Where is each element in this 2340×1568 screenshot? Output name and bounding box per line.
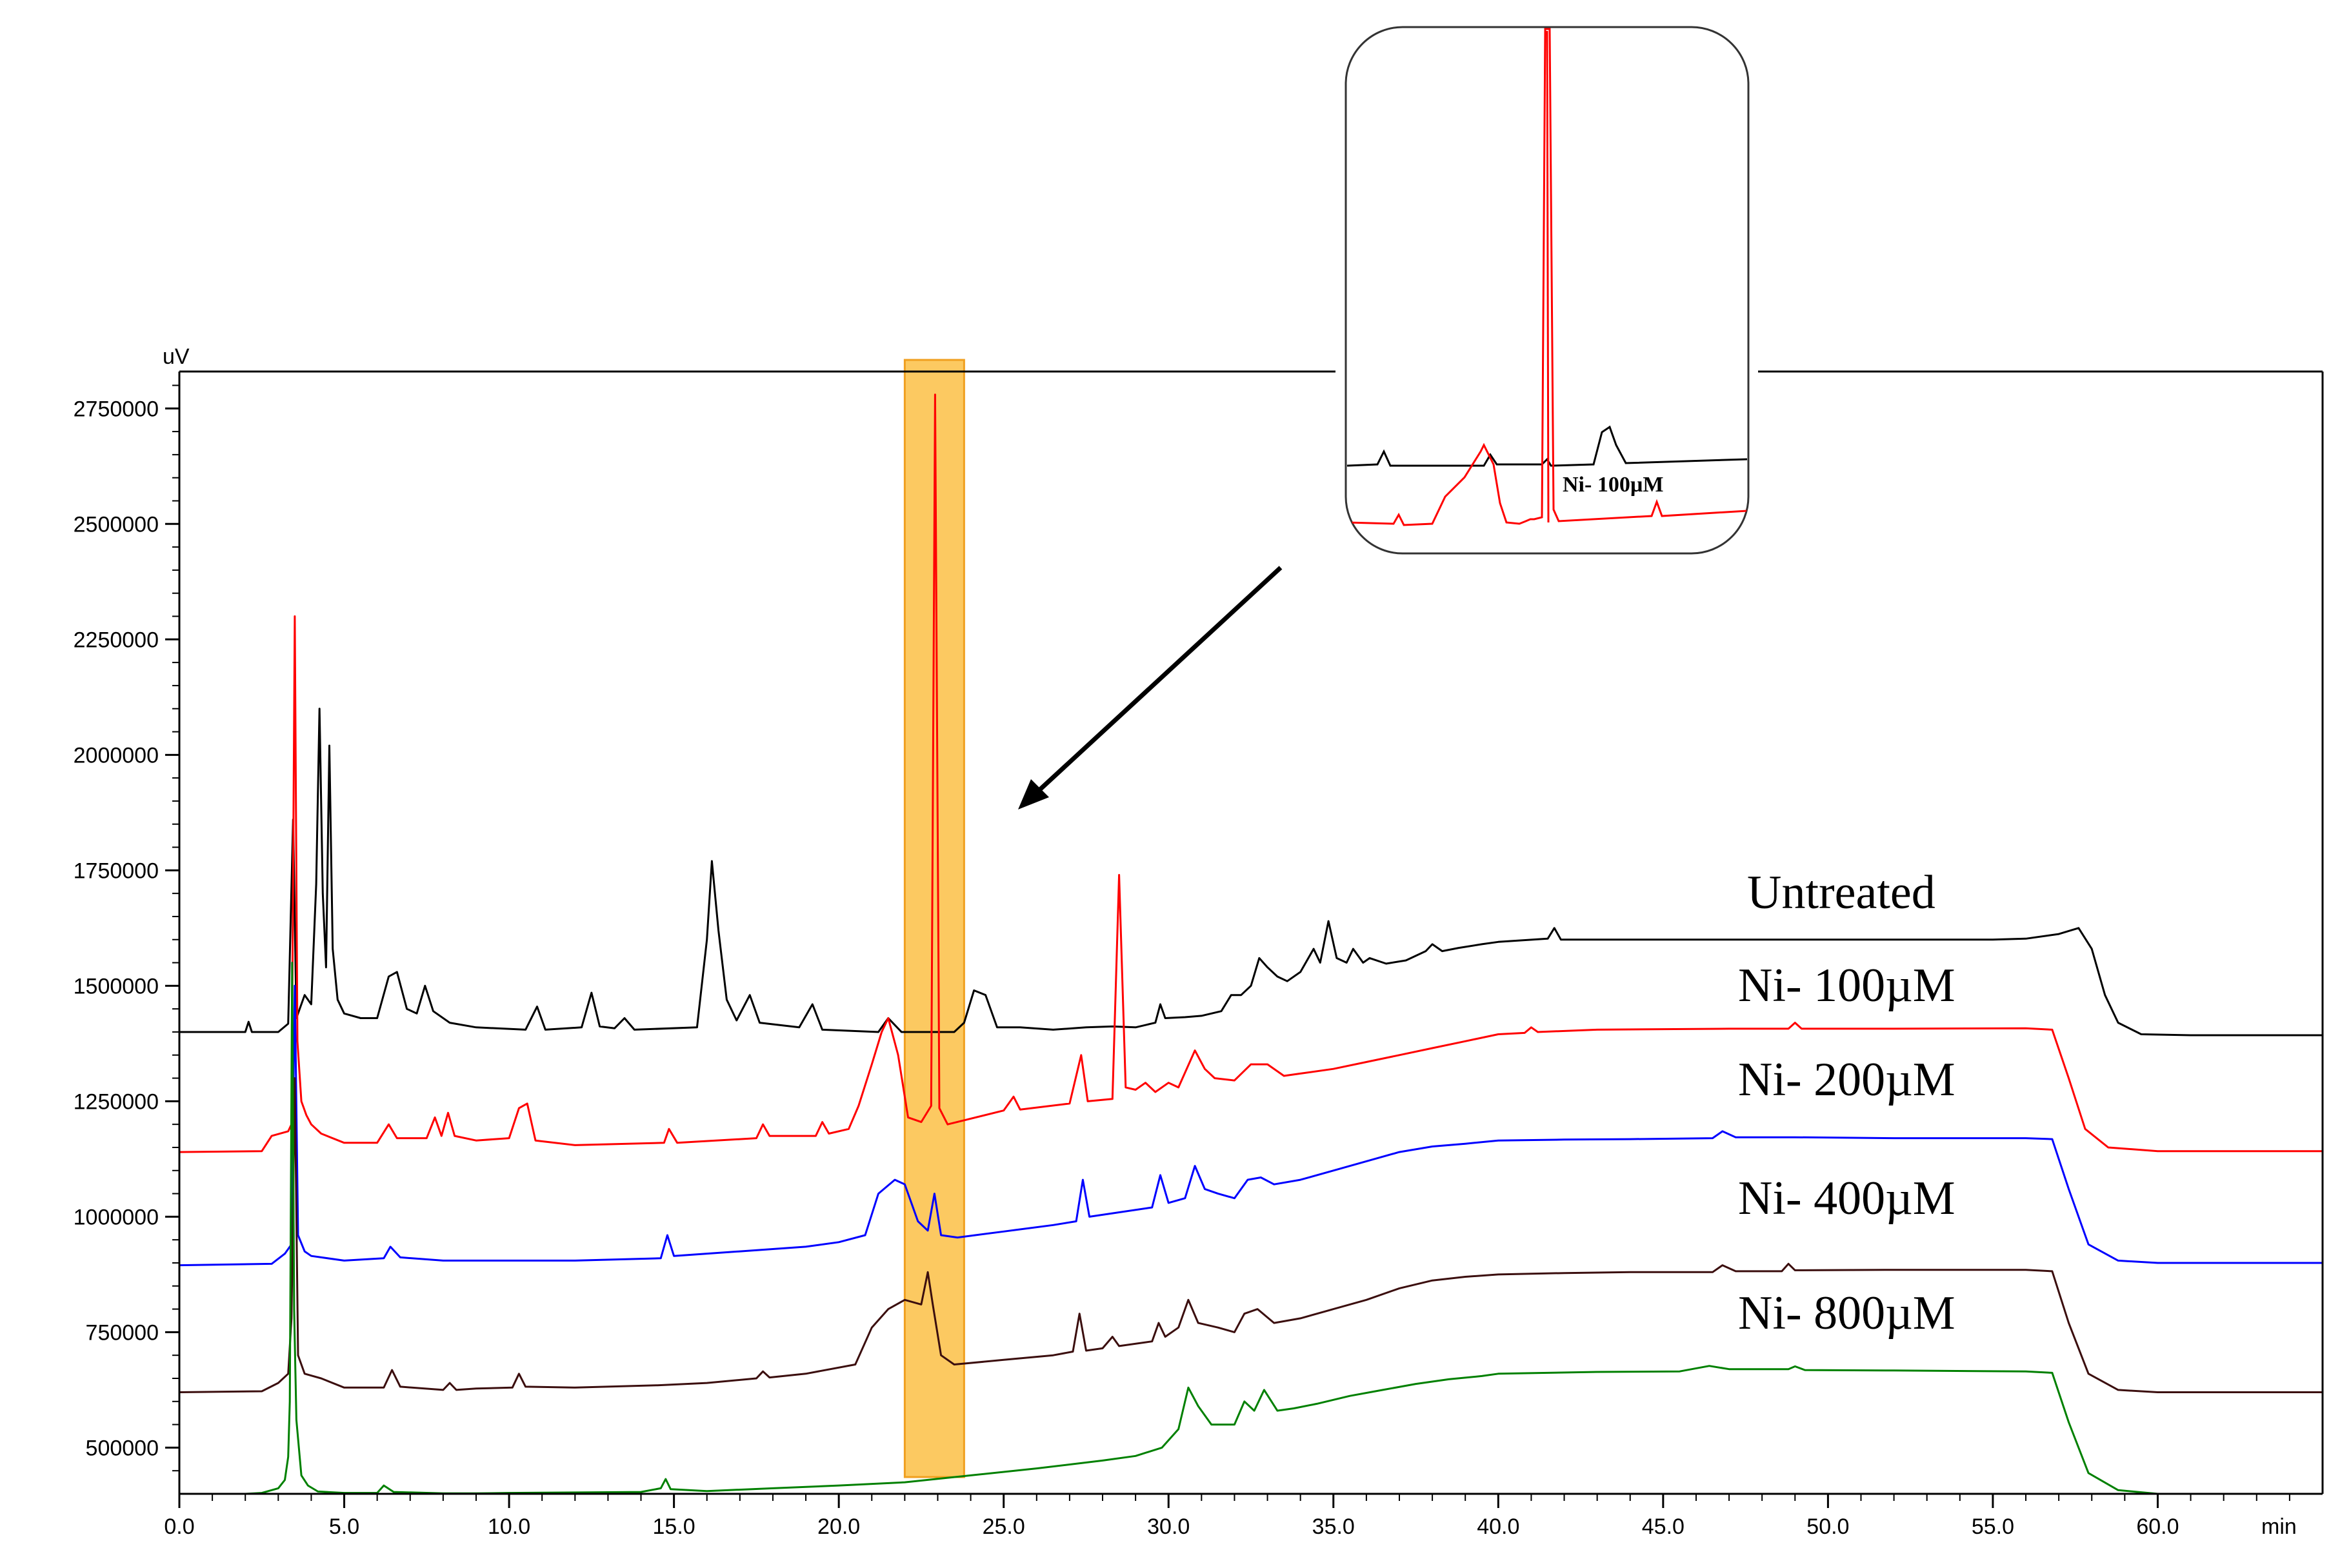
y-axis-unit: uV [163,344,190,369]
trace-0 [179,708,2323,1037]
x-tick-label: 5.0 [329,1514,359,1539]
callout-arrow [1018,566,1283,809]
trace-3 [179,1077,2323,1393]
x-tick-label: 55.0 [1972,1514,2014,1539]
y-tick-label: 750000 [86,1320,159,1345]
inset-untreated-trace [1346,425,1748,467]
x-tick-label: 50.0 [1806,1514,1849,1539]
zoom-inset: Ni- 100µM [1345,26,1750,555]
x-tick-label: 20.0 [817,1514,860,1539]
y-tick-label: 2750000 [74,397,159,421]
inset-ni100-trace-b [1546,30,1550,523]
trace-1 [179,393,2323,1153]
series-label: Ni- 800µM [1738,1287,1955,1340]
trace-4 [179,962,2323,1494]
chromatogram-traces [179,393,2323,1494]
x-tick-label: 45.0 [1642,1514,1685,1539]
plot-frame [178,370,2324,1495]
x-tick-label: 0.0 [164,1514,194,1539]
series-labels: Untreated Ni- 100µM Ni- 200µM Ni- 400µM Ni- … [1738,866,1955,1340]
x-axis-ticks: 0.0 5.0 10.0 15.0 20.0 25.0 30.0 35.0 40.0 45.0 50… [164,1494,2290,1539]
x-tick-label: 30.0 [1147,1514,1190,1539]
series-label: Ni- 200µM [1738,1053,1955,1106]
inset-ni100-trace [1346,28,1748,526]
x-tick-label: 35.0 [1312,1514,1355,1539]
y-tick-label: 2500000 [74,512,159,537]
y-tick-label: 1000000 [74,1205,159,1229]
y-tick-label: 1500000 [74,974,159,998]
y-tick-label: 2000000 [74,743,159,768]
series-label: Ni- 400µM [1738,1172,1955,1225]
y-tick-label: 1750000 [74,858,159,883]
y-tick-label: 1250000 [74,1089,159,1114]
x-tick-label: 15.0 [653,1514,695,1539]
x-axis-unit: min [2261,1514,2297,1539]
series-label: Untreated [1747,866,1935,919]
y-tick-label: 500000 [86,1436,159,1460]
x-tick-label: 25.0 [983,1514,1025,1539]
x-tick-label: 40.0 [1477,1514,1519,1539]
series-label: Ni- 100µM [1738,959,1955,1012]
y-axis-ticks: 500000 750000 1000000 1250000 1500000 1750000… [74,384,179,1472]
y-tick-label: 2250000 [74,628,159,652]
inset-label: Ni- 100µM [1563,473,1664,497]
x-tick-label: 60.0 [2136,1514,2179,1539]
trace-2 [179,984,2323,1267]
x-tick-label: 10.0 [488,1514,530,1539]
